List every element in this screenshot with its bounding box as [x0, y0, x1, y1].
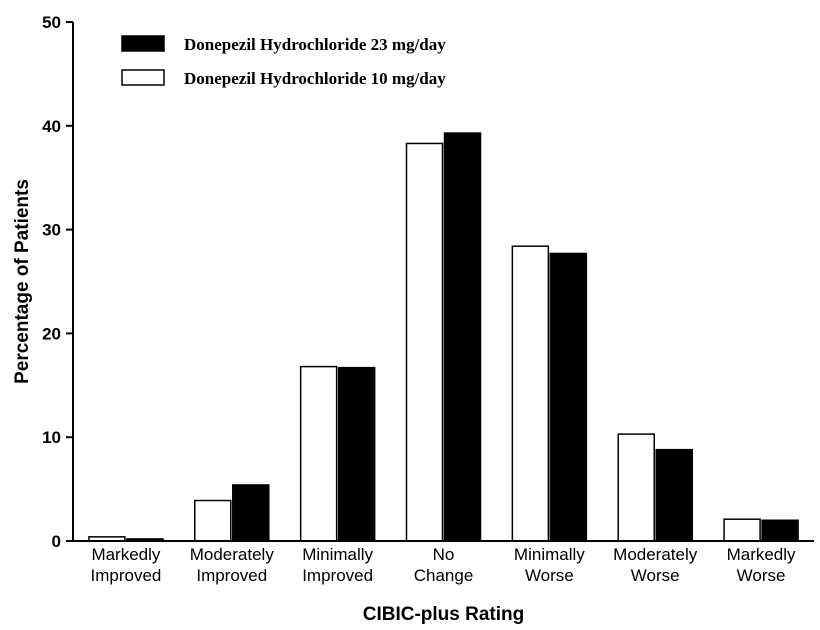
y-axis-title: Percentage of Patients [12, 179, 33, 384]
x-tick-label: Moderately [190, 545, 275, 564]
x-tick-label: Markedly [727, 545, 796, 564]
legend-swatch [121, 35, 165, 52]
y-tick-label: 10 [42, 428, 61, 447]
x-tick-label: Improved [90, 566, 161, 585]
bar-23mg [549, 252, 588, 542]
x-tick-label: Change [414, 566, 474, 585]
x-tick-label: Improved [302, 566, 373, 585]
y-tick-label: 30 [42, 221, 61, 240]
x-tick-label: No [433, 545, 455, 564]
legend-label: Donepezil Hydrochloride 23 mg/day [184, 35, 446, 54]
bar-23mg [655, 448, 693, 542]
bar-23mg [761, 519, 799, 542]
bar-23mg [232, 484, 270, 542]
x-ticks: Markedly Improved Moderately Improved Minima… [90, 545, 796, 585]
y-tick-label: 20 [42, 324, 61, 343]
bar-10mg [617, 433, 655, 542]
bar-10mg [194, 499, 232, 542]
legend-label: Donepezil Hydrochloride 10 mg/day [184, 69, 446, 88]
x-tick-label: Minimally [302, 545, 373, 564]
y-tick-label: 0 [52, 532, 61, 551]
y-tick-label: 40 [42, 117, 61, 136]
legend-swatch [121, 69, 165, 86]
x-tick-label: Worse [631, 566, 680, 585]
legend: Donepezil Hydrochloride 23 mg/day Donepez… [121, 35, 446, 88]
bars-layer [88, 132, 799, 542]
bar-10mg [405, 142, 444, 542]
y-tick-label: 50 [42, 13, 61, 32]
x-tick-label: Worse [737, 566, 786, 585]
y-ticks: 0 10 20 30 40 50 [42, 13, 73, 551]
bar-23mg [443, 132, 482, 542]
x-tick-label: Minimally [514, 545, 585, 564]
bar-10mg [511, 245, 550, 542]
x-tick-label: Markedly [91, 545, 160, 564]
bar-10mg [723, 518, 761, 542]
x-tick-label: Worse [525, 566, 574, 585]
x-axis-title: CIBIC-plus Rating [363, 604, 525, 625]
x-tick-label: Improved [196, 566, 267, 585]
bar-23mg [337, 366, 376, 542]
x-tick-label: Moderately [613, 545, 698, 564]
bar-10mg [299, 365, 338, 542]
